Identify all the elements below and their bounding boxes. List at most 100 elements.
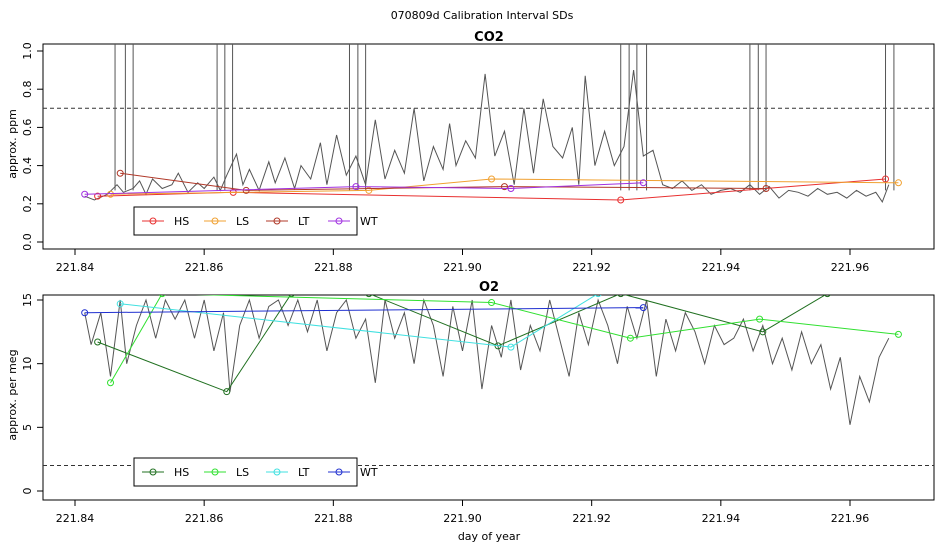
o2-series-point-hs xyxy=(759,328,767,336)
o2-series-point-hs xyxy=(94,338,102,346)
co2-legend-marker-lt xyxy=(273,217,281,225)
co2-x-tick-label: 221.84 xyxy=(56,261,95,274)
o2-y-tick-label: 10 xyxy=(21,357,34,371)
co2-x-tick-label: 221.86 xyxy=(185,261,224,274)
o2-series-point-ls xyxy=(488,299,496,307)
o2-x-tick-label: 221.86 xyxy=(185,512,224,525)
co2-series-point-ls xyxy=(107,190,115,198)
co2-series-point-ls xyxy=(488,175,496,183)
o2-x-tick-label: 221.92 xyxy=(572,512,611,525)
co2-series-line-ls xyxy=(110,178,899,195)
x-axis-label: day of year xyxy=(458,530,521,543)
co2-y-tick-label: 0.8 xyxy=(21,80,34,98)
co2-series-point-wt xyxy=(507,185,515,193)
co2-x-tick-label: 221.94 xyxy=(702,261,741,274)
o2-series-point-ls xyxy=(894,330,902,338)
co2-series-point-hs xyxy=(882,175,890,183)
o2-plot-frame xyxy=(42,294,935,501)
co2-y-tick-label: 0.2 xyxy=(21,195,34,213)
o2-series-point-hs xyxy=(223,388,231,396)
o2-series-line-lt xyxy=(120,295,597,348)
co2-series-point-lt xyxy=(762,185,770,193)
o2-legend-label-ls: LS xyxy=(236,466,249,479)
co2-series-point-wt xyxy=(639,179,647,187)
co2-legend-marker-ls xyxy=(211,217,219,225)
co2-legend: HS LS LT WT xyxy=(133,206,378,236)
o2-legend-marker-lt xyxy=(273,468,281,476)
o2-x-tick-label: 221.94 xyxy=(702,512,741,525)
o2-series-line-hs xyxy=(97,295,827,393)
o2-series-line-ls xyxy=(110,295,899,384)
figure-title: 070809d Calibration Interval SDs xyxy=(391,9,574,22)
co2-y-tick-label: 0.4 xyxy=(21,157,34,175)
o2-series-point-ls xyxy=(626,334,634,342)
o2-series-point-hs xyxy=(365,295,373,298)
o2-legend-label-wt: WT xyxy=(360,466,378,479)
o2-series-point-lt xyxy=(507,343,515,351)
co2-series-line-wt xyxy=(84,182,644,195)
o2-series-point-wt xyxy=(81,309,89,317)
co2-legend-label-wt: WT xyxy=(360,215,378,228)
co2-series-point-lt xyxy=(242,186,250,194)
o2-series-line-wt xyxy=(84,307,644,314)
co2-series-point-lt xyxy=(116,169,124,177)
co2-marks xyxy=(43,44,934,204)
co2-x-tick-label: 221.88 xyxy=(314,261,353,274)
co2-series-point-hs xyxy=(617,196,625,204)
co2-legend-marker-hs xyxy=(149,217,157,225)
co2-y-axis-label: approx. ppm xyxy=(6,109,19,179)
o2-legend-label-lt: LT xyxy=(298,466,310,479)
o2-series-point-hs xyxy=(288,295,295,298)
o2-plot-area xyxy=(43,295,934,467)
co2-series-point-wt xyxy=(81,190,89,198)
o2-signal-trace xyxy=(84,298,890,425)
o2-series-point-ls xyxy=(158,295,166,298)
co2-legend-box xyxy=(133,206,358,236)
co2-ticks: 221.84 221.86 221.88 221.90 221.92 221.94 221.… xyxy=(21,42,869,274)
co2-panel-title: CO2 xyxy=(474,30,504,45)
o2-legend-marker-ls xyxy=(211,468,219,476)
co2-plot-frame xyxy=(42,43,935,250)
co2-x-tick-label: 221.90 xyxy=(443,261,482,274)
o2-x-tick-label: 221.96 xyxy=(831,512,870,525)
co2-y-tick-label: 0.6 xyxy=(21,119,34,136)
co2-legend-marker-wt xyxy=(335,217,343,225)
o2-y-tick-label: 5 xyxy=(21,424,34,431)
o2-panel: O2 approx. per meg 221.84 221.86 221.88 221… xyxy=(6,280,935,525)
co2-series-point-wt xyxy=(352,183,360,191)
o2-series-point-ls xyxy=(107,379,115,387)
o2-y-axis-label: approx. per meg xyxy=(6,349,19,440)
co2-y-tick-label: 1.0 xyxy=(21,42,34,60)
co2-plot-area xyxy=(43,44,934,204)
o2-series-point-lt xyxy=(594,295,602,298)
o2-y-tick-label: 0 xyxy=(21,488,34,495)
o2-y-tick-label: 15 xyxy=(21,293,34,307)
o2-panel-title: O2 xyxy=(479,280,499,295)
co2-series-point-ls xyxy=(365,186,373,194)
co2-series-line-hs xyxy=(97,178,886,201)
co2-series-point-hs xyxy=(94,192,102,200)
o2-legend-marker-hs xyxy=(149,468,157,476)
o2-legend-label-hs: HS xyxy=(174,466,189,479)
co2-series-line-lt xyxy=(120,172,767,191)
o2-marks xyxy=(43,295,934,467)
o2-ticks: 221.84 221.86 221.88 221.90 221.92 221.94 221.… xyxy=(21,293,869,525)
co2-x-tick-label: 221.92 xyxy=(572,261,611,274)
co2-x-tick-label: 221.96 xyxy=(831,261,870,274)
o2-series-point-hs xyxy=(617,295,624,298)
co2-panel: CO2 approx. ppm 221.84 221.86 221.88 221.90… xyxy=(6,30,935,274)
o2-legend-marker-wt xyxy=(335,468,343,476)
o2-series-point-wt xyxy=(639,304,647,312)
co2-legend-label-ls: LS xyxy=(236,215,249,228)
o2-x-tick-label: 221.84 xyxy=(56,512,95,525)
o2-legend: HS LS LT WT xyxy=(133,457,378,487)
co2-legend-label-hs: HS xyxy=(174,215,189,228)
o2-legend-box xyxy=(133,457,358,487)
co2-signal-trace xyxy=(84,70,890,203)
co2-legend-label-lt: LT xyxy=(298,215,310,228)
o2-series-point-hs xyxy=(824,295,831,298)
co2-series-point-ls xyxy=(894,179,902,187)
co2-series-point-lt xyxy=(500,183,508,191)
o2-x-tick-label: 221.88 xyxy=(314,512,353,525)
